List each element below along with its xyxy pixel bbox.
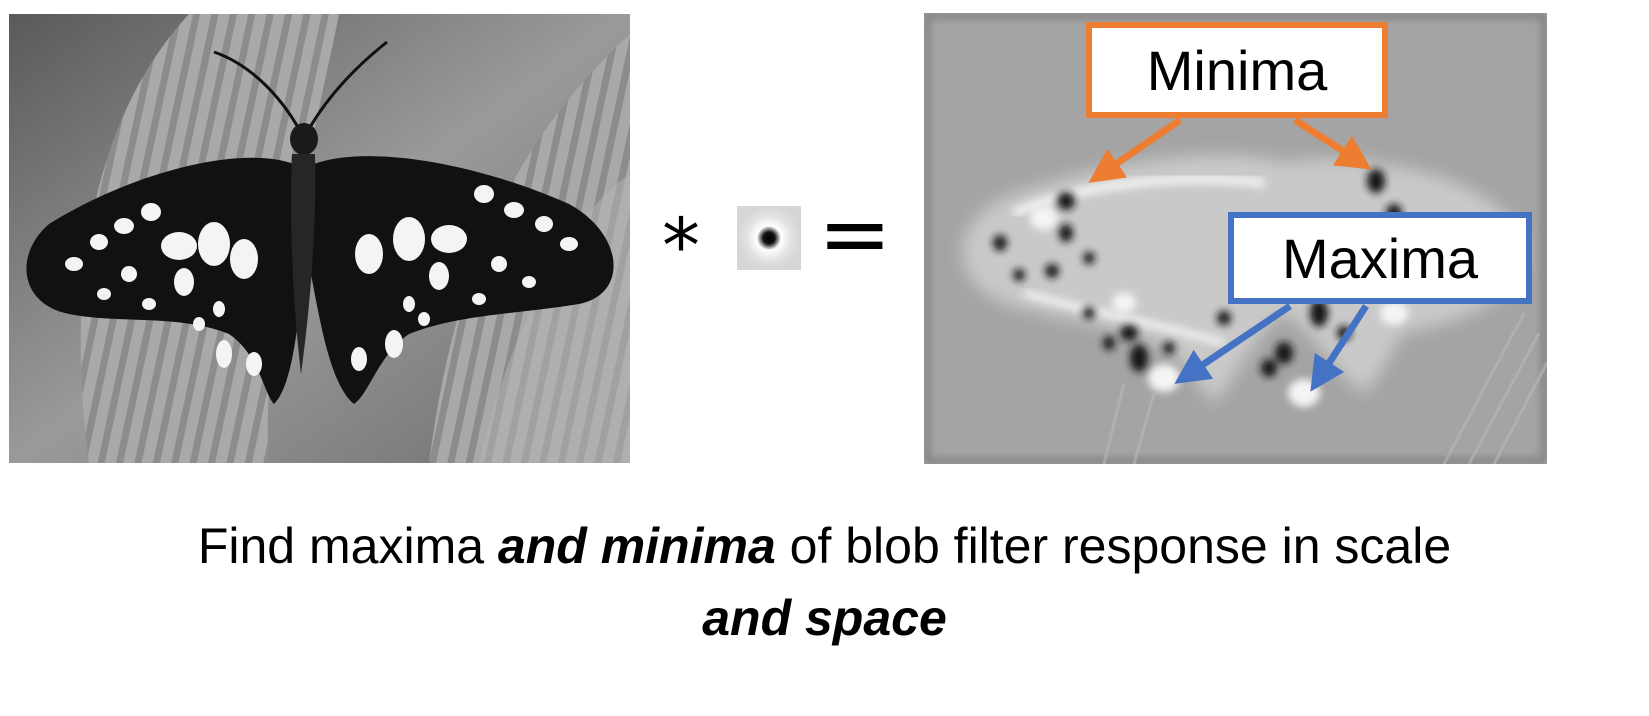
caption-text-2: of blob filter response in scale [775, 518, 1452, 574]
minima-callout: Minima [1086, 22, 1388, 118]
maxima-arrows [1174, 303, 1369, 392]
equals-operator: = [818, 182, 892, 285]
convolution-operator: * [662, 201, 700, 290]
maxima-callout: Maxima [1228, 212, 1532, 304]
blob-filter-kernel-icon [737, 206, 801, 270]
caption-line-2: and space [0, 582, 1649, 654]
minima-label: Minima [1146, 38, 1328, 102]
maxima-label: Maxima [1281, 226, 1479, 290]
minima-arrows [1088, 117, 1372, 183]
caption-line-1: Find maxima and minima of blob filter re… [0, 510, 1649, 582]
caption-emphasis-1: and minima [497, 518, 776, 574]
caption-text-1: Find maxima [197, 518, 498, 574]
butterfly-illustration [9, 14, 630, 463]
butterfly-photo [9, 14, 630, 463]
caption-emphasis-2: and space [702, 590, 947, 646]
caption: Find maxima and minima of blob filter re… [0, 510, 1649, 654]
